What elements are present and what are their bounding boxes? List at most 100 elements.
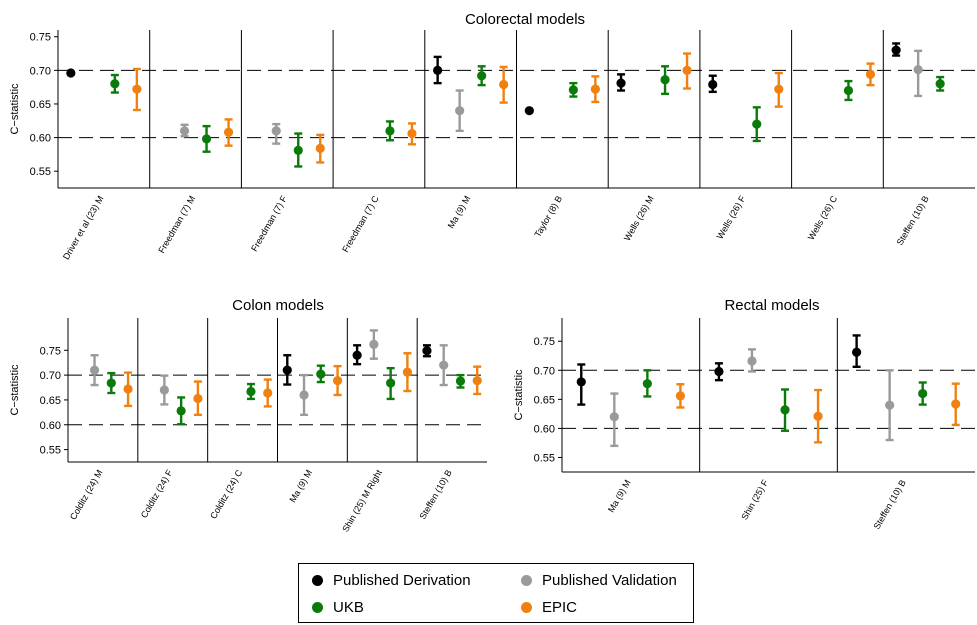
point-epic bbox=[499, 79, 509, 90]
category-label: Colditz (24) F bbox=[139, 468, 175, 520]
legend-item-published-derivation: Published Derivation bbox=[312, 572, 471, 589]
y-tick-label: 0.65 bbox=[30, 99, 51, 111]
point-ukb bbox=[386, 378, 396, 388]
point-published-derivation bbox=[616, 78, 626, 88]
legend-dot-published-derivation bbox=[312, 575, 323, 586]
point-published-validation bbox=[369, 339, 379, 349]
point-epic bbox=[332, 375, 343, 386]
y-tick-label: 0.65 bbox=[40, 395, 61, 407]
y-tick-label: 0.70 bbox=[30, 65, 51, 77]
point-published-derivation bbox=[282, 365, 292, 375]
category-label: Colditz (24) M bbox=[68, 468, 105, 522]
point-epic bbox=[315, 143, 325, 153]
y-tick-label: 0.60 bbox=[534, 423, 555, 435]
point-ukb bbox=[110, 79, 120, 89]
point-ukb bbox=[642, 379, 652, 389]
point-published-validation bbox=[455, 106, 465, 116]
legend-label: UKB bbox=[333, 599, 364, 616]
point-published-validation bbox=[271, 126, 281, 136]
y-tick-label: 0.75 bbox=[40, 345, 61, 357]
point-ukb bbox=[752, 119, 762, 129]
y-tick-label: 0.55 bbox=[30, 166, 51, 178]
category-label: Wells (26) M bbox=[622, 194, 656, 243]
point-ukb bbox=[385, 126, 395, 136]
chart-title: Colorectal models bbox=[465, 11, 585, 28]
y-tick-label: 0.70 bbox=[534, 365, 555, 377]
point-epic bbox=[813, 411, 823, 421]
point-published-derivation bbox=[66, 68, 76, 78]
category-label: Colditz (24) C bbox=[208, 468, 244, 521]
point-epic bbox=[590, 84, 600, 94]
point-epic bbox=[407, 128, 417, 139]
legend-item-epic: EPIC bbox=[521, 599, 577, 616]
category-label: Ma (9) M bbox=[606, 478, 633, 514]
y-tick-label: 0.55 bbox=[40, 445, 61, 457]
y-tick-label: 0.60 bbox=[30, 133, 51, 145]
point-published-validation bbox=[913, 65, 923, 75]
point-published-derivation bbox=[524, 106, 534, 116]
point-ukb bbox=[293, 145, 303, 155]
y-tick-label: 0.60 bbox=[40, 420, 61, 432]
point-published-derivation bbox=[433, 65, 443, 75]
legend-label: EPIC bbox=[542, 599, 578, 616]
legend-dot-ukb bbox=[312, 602, 323, 613]
point-ukb bbox=[176, 406, 186, 416]
category-label: Freedman (7) F bbox=[249, 194, 289, 254]
point-published-validation bbox=[179, 126, 190, 136]
category-label: Shin (25) F bbox=[739, 478, 770, 522]
category-label: Wells (26) F bbox=[715, 194, 748, 241]
legend-item-ukb: UKB bbox=[312, 599, 364, 616]
point-epic bbox=[675, 391, 685, 401]
point-epic bbox=[402, 367, 412, 377]
point-published-validation bbox=[89, 365, 100, 375]
point-epic bbox=[865, 69, 876, 79]
point-published-derivation bbox=[714, 366, 724, 377]
legend-item-published-validation: Published Validation bbox=[521, 572, 677, 589]
point-epic bbox=[682, 65, 692, 75]
point-epic bbox=[193, 393, 203, 404]
legend-dot-published-validation bbox=[521, 575, 532, 586]
point-ukb bbox=[246, 386, 256, 397]
point-epic bbox=[132, 84, 142, 94]
point-epic bbox=[123, 384, 133, 394]
point-ukb bbox=[935, 79, 945, 89]
point-epic bbox=[472, 375, 482, 386]
point-published-validation bbox=[609, 412, 619, 422]
category-label: Steffen (10) B bbox=[872, 478, 908, 531]
point-ukb bbox=[106, 378, 116, 388]
point-ukb bbox=[316, 369, 326, 379]
point-published-validation bbox=[159, 385, 169, 395]
y-tick-label: 0.75 bbox=[30, 32, 51, 44]
chart-title: Colon models bbox=[232, 297, 324, 314]
category-label: Steffen (10) B bbox=[895, 194, 931, 247]
category-label: Freedman (7) C bbox=[340, 194, 381, 254]
point-published-derivation bbox=[708, 79, 718, 90]
point-published-validation bbox=[299, 390, 309, 400]
category-label: Freedman (7) M bbox=[156, 194, 197, 255]
category-label: Wells (26) C bbox=[806, 194, 840, 242]
point-published-derivation bbox=[891, 45, 901, 55]
y-tick-label: 0.65 bbox=[534, 394, 555, 406]
point-published-validation bbox=[747, 356, 757, 366]
point-ukb bbox=[201, 134, 212, 144]
y-tick-label: 0.55 bbox=[534, 452, 555, 464]
point-ukb bbox=[843, 85, 854, 96]
point-published-derivation bbox=[422, 346, 432, 356]
legend-label: Published Derivation bbox=[333, 572, 471, 589]
category-label: Steffen (10) B bbox=[417, 468, 453, 521]
chart-title: Rectal models bbox=[724, 297, 819, 314]
point-ukb bbox=[477, 71, 487, 81]
y-axis-title: C−statistic bbox=[9, 364, 21, 416]
y-axis-title: C−statistic bbox=[9, 83, 21, 135]
legend: Published Derivation Published Validatio… bbox=[298, 563, 694, 623]
point-epic bbox=[774, 84, 784, 94]
point-ukb bbox=[918, 388, 928, 399]
point-ukb bbox=[660, 75, 670, 85]
point-ukb bbox=[780, 405, 790, 415]
point-ukb bbox=[568, 85, 578, 95]
category-label: Shin (25) M Right bbox=[340, 468, 384, 534]
category-label: Driver et al (23) M bbox=[61, 194, 106, 261]
point-epic bbox=[223, 127, 234, 137]
point-published-derivation bbox=[576, 377, 586, 387]
